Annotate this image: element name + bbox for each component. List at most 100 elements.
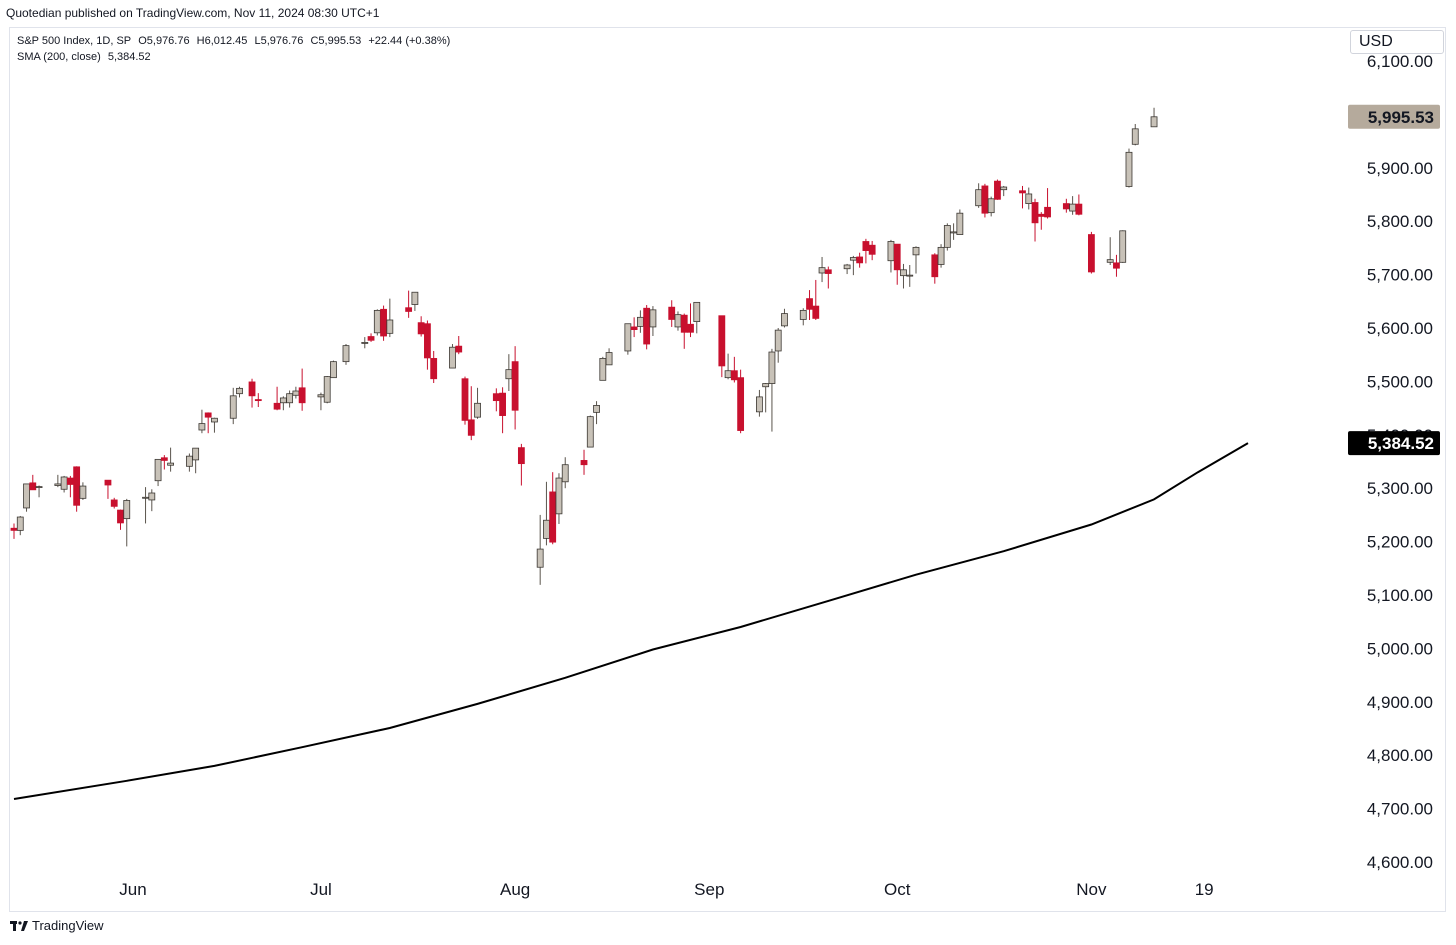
candle[interactable] xyxy=(511,346,519,430)
candle[interactable] xyxy=(16,515,24,536)
candle[interactable] xyxy=(461,376,469,425)
candle[interactable] xyxy=(1113,254,1120,277)
currency-selector[interactable]: USD xyxy=(1350,30,1444,54)
candle[interactable] xyxy=(843,263,851,275)
candle[interactable] xyxy=(198,409,206,434)
candle[interactable] xyxy=(323,376,331,404)
candle[interactable] xyxy=(668,300,676,327)
candle[interactable] xyxy=(912,246,920,274)
candle[interactable] xyxy=(649,306,657,337)
candle[interactable] xyxy=(367,333,375,342)
candle[interactable] xyxy=(536,514,544,585)
candle[interactable] xyxy=(148,489,156,512)
candle[interactable] xyxy=(862,238,870,264)
candle[interactable] xyxy=(279,396,287,411)
candle[interactable] xyxy=(1069,196,1077,215)
candle[interactable] xyxy=(1025,187,1033,210)
candle[interactable] xyxy=(517,443,525,486)
candle[interactable] xyxy=(142,487,149,524)
candle[interactable] xyxy=(1106,237,1114,265)
candle[interactable] xyxy=(411,291,419,311)
candle[interactable] xyxy=(856,252,864,268)
candle[interactable] xyxy=(229,387,237,425)
candle[interactable] xyxy=(893,243,901,285)
candle[interactable] xyxy=(10,523,18,539)
candle[interactable] xyxy=(66,475,74,498)
candle[interactable] xyxy=(730,356,738,383)
candle[interactable] xyxy=(987,196,995,217)
candle[interactable] xyxy=(549,472,557,545)
candle[interactable] xyxy=(54,474,62,488)
candle[interactable] xyxy=(467,386,475,441)
candle[interactable] xyxy=(636,310,644,333)
candle[interactable] xyxy=(1062,198,1070,213)
candle[interactable] xyxy=(361,337,369,349)
candle[interactable] xyxy=(737,369,745,434)
candle[interactable] xyxy=(273,386,281,411)
candle[interactable] xyxy=(900,263,907,289)
candle[interactable] xyxy=(123,498,131,547)
candle[interactable] xyxy=(674,311,682,331)
candle[interactable] xyxy=(185,453,193,472)
candle[interactable] xyxy=(812,279,820,320)
candle[interactable] xyxy=(768,348,776,432)
candle[interactable] xyxy=(29,474,37,491)
candle[interactable] xyxy=(1037,212,1045,230)
candle[interactable] xyxy=(543,481,550,546)
candle[interactable] xyxy=(292,386,300,399)
candle[interactable] xyxy=(806,290,813,320)
candle[interactable] xyxy=(455,336,463,355)
candle[interactable] xyxy=(1019,185,1026,209)
candle[interactable] xyxy=(762,383,770,413)
candle[interactable] xyxy=(586,415,594,448)
candle[interactable] xyxy=(73,466,81,512)
candle[interactable] xyxy=(956,209,964,235)
candle[interactable] xyxy=(236,386,243,398)
candle[interactable] xyxy=(555,473,563,524)
candle[interactable] xyxy=(317,392,325,411)
footer-brand[interactable]: TradingView xyxy=(10,918,104,933)
candle[interactable] xyxy=(380,305,387,341)
candle[interactable] xyxy=(887,239,895,273)
candle[interactable] xyxy=(580,449,588,475)
candle[interactable] xyxy=(23,483,30,512)
candle[interactable] xyxy=(981,183,989,218)
candle[interactable] xyxy=(975,183,983,208)
candle[interactable] xyxy=(1044,188,1051,219)
candle[interactable] xyxy=(386,298,394,338)
candle[interactable] xyxy=(492,388,500,412)
candle[interactable] xyxy=(718,315,726,378)
candle[interactable] xyxy=(499,387,506,434)
candle[interactable] xyxy=(1031,198,1039,242)
candle[interactable] xyxy=(950,223,957,240)
candle[interactable] xyxy=(117,509,124,530)
candle[interactable] xyxy=(405,290,413,318)
candle[interactable] xyxy=(35,485,43,498)
candle[interactable] xyxy=(373,309,381,336)
candle[interactable] xyxy=(724,353,732,380)
candle[interactable] xyxy=(849,255,857,276)
candle[interactable] xyxy=(561,457,569,489)
candle[interactable] xyxy=(167,447,174,472)
candle[interactable] xyxy=(630,317,638,338)
candle[interactable] xyxy=(330,360,337,379)
candle[interactable] xyxy=(104,479,112,499)
candle[interactable] xyxy=(430,350,438,384)
candle[interactable] xyxy=(342,344,350,365)
candle[interactable] xyxy=(211,417,218,433)
candle[interactable] xyxy=(505,354,513,392)
candle[interactable] xyxy=(756,389,763,417)
candle[interactable] xyxy=(799,308,807,326)
candle[interactable] xyxy=(286,390,294,408)
candle[interactable] xyxy=(248,378,256,408)
candle[interactable] xyxy=(781,308,788,328)
candle[interactable] xyxy=(298,368,306,411)
candle[interactable] xyxy=(643,305,651,350)
candle[interactable] xyxy=(1088,231,1095,274)
candle[interactable] xyxy=(943,223,951,251)
candle[interactable] xyxy=(1150,107,1158,128)
candle[interactable] xyxy=(994,179,1001,200)
candle[interactable] xyxy=(605,348,613,366)
candle[interactable] xyxy=(110,497,118,509)
